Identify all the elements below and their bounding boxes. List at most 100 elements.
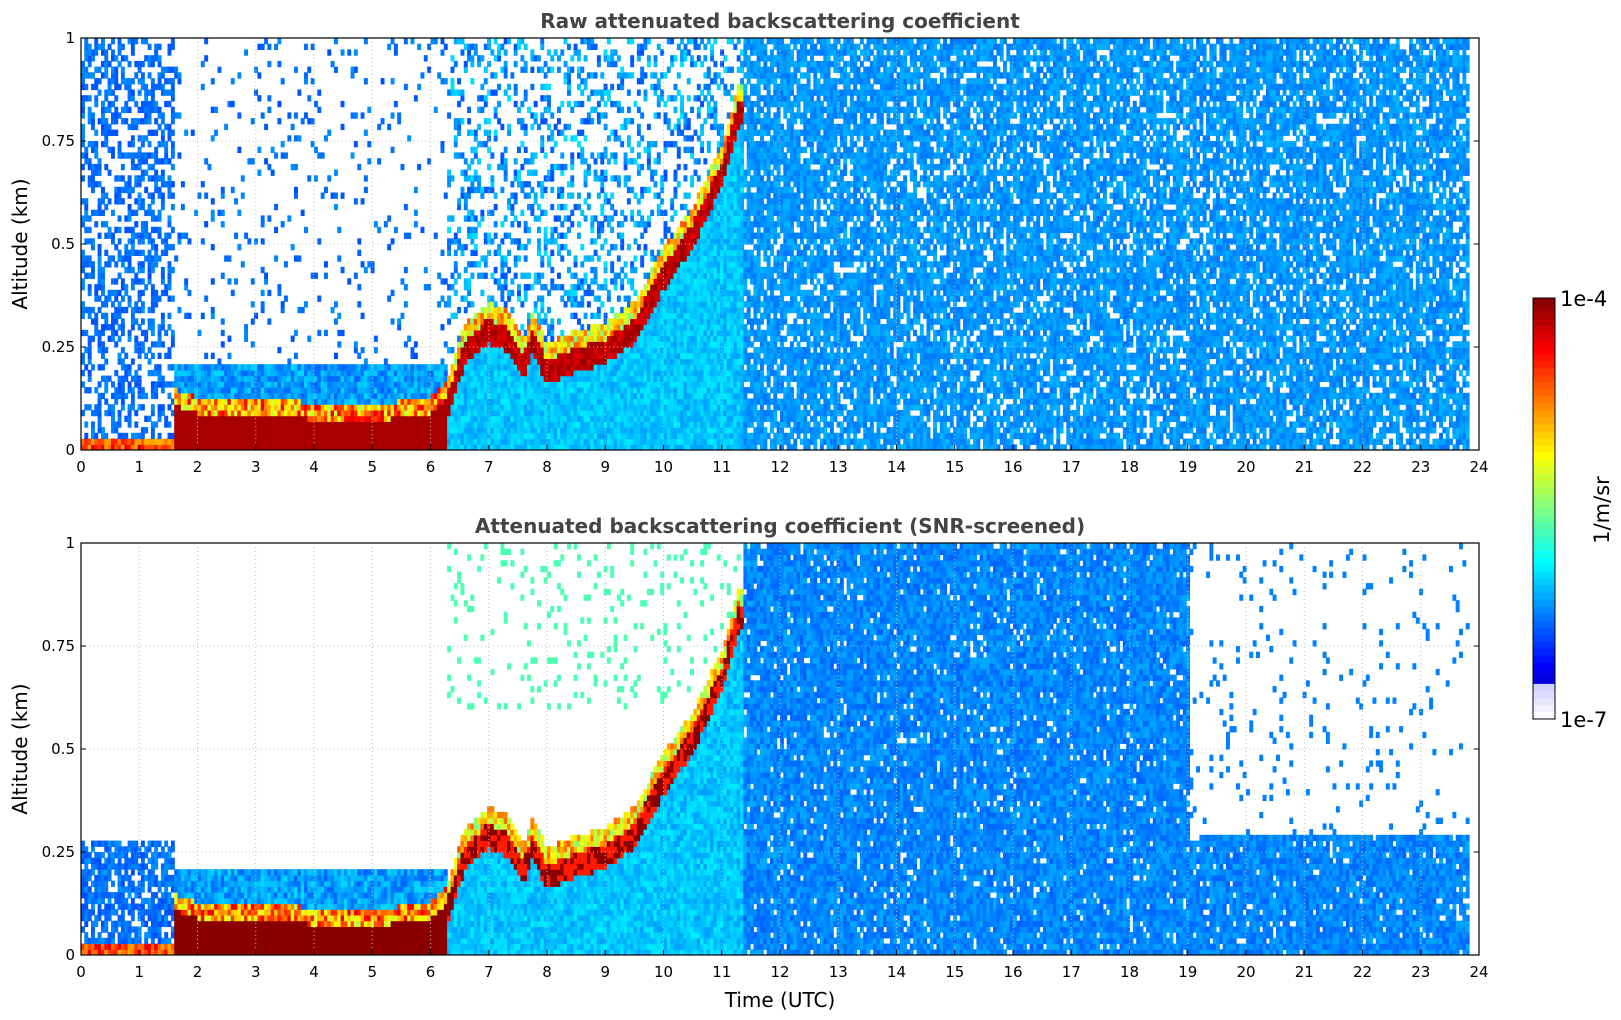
heatmap-cell xyxy=(164,438,169,445)
heatmap-cell xyxy=(450,438,455,445)
heatmap-cell xyxy=(237,444,242,450)
heatmap-cell xyxy=(470,238,475,245)
heatmap-cell xyxy=(656,438,661,445)
heatmap-cell xyxy=(636,55,641,62)
heatmap-cell xyxy=(230,369,235,377)
heatmap-cell xyxy=(527,398,531,405)
heatmap-cell xyxy=(643,415,648,423)
heatmap-cell xyxy=(427,404,432,411)
heatmap-cell xyxy=(140,83,145,91)
heatmap-cell xyxy=(460,89,465,96)
heatmap-cell xyxy=(81,95,85,102)
heatmap-cell xyxy=(330,60,335,68)
heatmap-cell xyxy=(620,381,625,388)
heatmap-cell xyxy=(147,306,152,314)
heatmap-cell xyxy=(463,369,468,377)
heatmap-cell xyxy=(284,432,288,440)
heatmap-cell xyxy=(240,261,245,268)
heatmap-cell xyxy=(656,306,661,314)
heatmap-cell xyxy=(630,60,635,68)
heatmap-cell xyxy=(367,404,372,411)
heatmap-cell xyxy=(204,387,209,394)
heatmap-cell xyxy=(630,186,635,194)
heatmap-cell xyxy=(633,415,638,423)
heatmap-cell xyxy=(573,335,578,342)
heatmap-cell xyxy=(334,381,338,388)
heatmap-cell xyxy=(287,381,292,388)
heatmap-cell xyxy=(447,226,452,234)
heatmap-cell xyxy=(117,352,122,360)
heatmap-cell xyxy=(633,192,638,199)
heatmap-cell xyxy=(134,438,139,445)
heatmap-cell xyxy=(234,387,239,394)
heatmap-cell xyxy=(483,118,488,125)
heatmap-cell xyxy=(563,163,568,171)
heatmap-cell xyxy=(640,215,645,222)
heatmap-cell xyxy=(626,295,631,302)
heatmap-cell xyxy=(160,266,165,274)
heatmap-cell xyxy=(267,318,272,325)
heatmap-cell xyxy=(570,221,575,228)
heatmap-cell xyxy=(277,100,282,108)
heatmap-cell xyxy=(277,415,282,423)
heatmap-cell xyxy=(147,358,152,365)
heatmap-cell xyxy=(517,106,521,114)
heatmap-cell xyxy=(94,409,99,417)
heatmap-cell xyxy=(257,169,262,176)
heatmap-cell xyxy=(530,444,535,450)
heatmap-cell xyxy=(383,221,388,228)
heatmap-cell xyxy=(540,415,545,423)
heatmap-cell xyxy=(513,43,518,51)
heatmap-cell xyxy=(427,432,432,440)
heatmap-cell xyxy=(224,432,229,440)
heatmap-cell xyxy=(167,272,172,279)
heatmap-cell xyxy=(543,318,548,325)
heatmap-cell xyxy=(224,364,229,371)
heatmap-cell xyxy=(170,78,175,85)
heatmap-cell xyxy=(473,329,478,337)
heatmap-cell xyxy=(500,238,505,245)
heatmap-cell xyxy=(277,284,282,291)
heatmap-cell xyxy=(460,192,465,199)
heatmap-cell xyxy=(360,427,365,434)
heatmap-cell xyxy=(97,255,102,262)
heatmap-cell xyxy=(620,123,625,131)
heatmap-cell xyxy=(413,381,418,388)
heatmap-cell xyxy=(450,55,455,62)
heatmap-cell xyxy=(550,284,555,291)
heatmap-cell xyxy=(130,404,135,411)
heatmap-cell xyxy=(616,181,621,188)
heatmap-cell xyxy=(473,318,478,325)
heatmap-cell xyxy=(240,421,245,428)
heatmap-cell xyxy=(197,421,202,428)
heatmap-cell xyxy=(227,398,232,405)
heatmap-cell xyxy=(400,392,405,400)
heatmap-cell xyxy=(81,106,85,114)
heatmap-cell xyxy=(154,175,159,182)
heatmap-cell xyxy=(190,432,195,440)
heatmap-cell xyxy=(363,438,368,445)
heatmap-cell xyxy=(620,318,625,325)
heatmap-cell xyxy=(503,72,508,79)
heatmap-cell xyxy=(527,284,531,291)
heatmap-cell xyxy=(300,409,305,417)
heatmap-cell xyxy=(91,141,95,148)
heatmap-cell xyxy=(217,392,222,400)
heatmap-cell xyxy=(590,38,595,45)
heatmap-cell xyxy=(144,152,149,159)
heatmap-cell xyxy=(497,427,502,434)
heatmap-cell xyxy=(660,186,665,194)
heatmap-cell xyxy=(500,255,505,262)
heatmap-cell xyxy=(111,427,115,434)
heatmap-cell xyxy=(84,55,89,62)
heatmap-cell xyxy=(380,404,385,411)
heatmap-cell xyxy=(157,83,162,91)
heatmap-cell xyxy=(643,289,648,297)
heatmap-cell xyxy=(480,352,485,360)
heatmap-cell xyxy=(137,278,142,285)
heatmap-cell xyxy=(400,415,405,423)
heatmap-cell xyxy=(150,387,155,394)
heatmap-cell xyxy=(367,387,372,394)
heatmap-cell xyxy=(613,152,618,159)
heatmap-cell xyxy=(274,438,279,445)
